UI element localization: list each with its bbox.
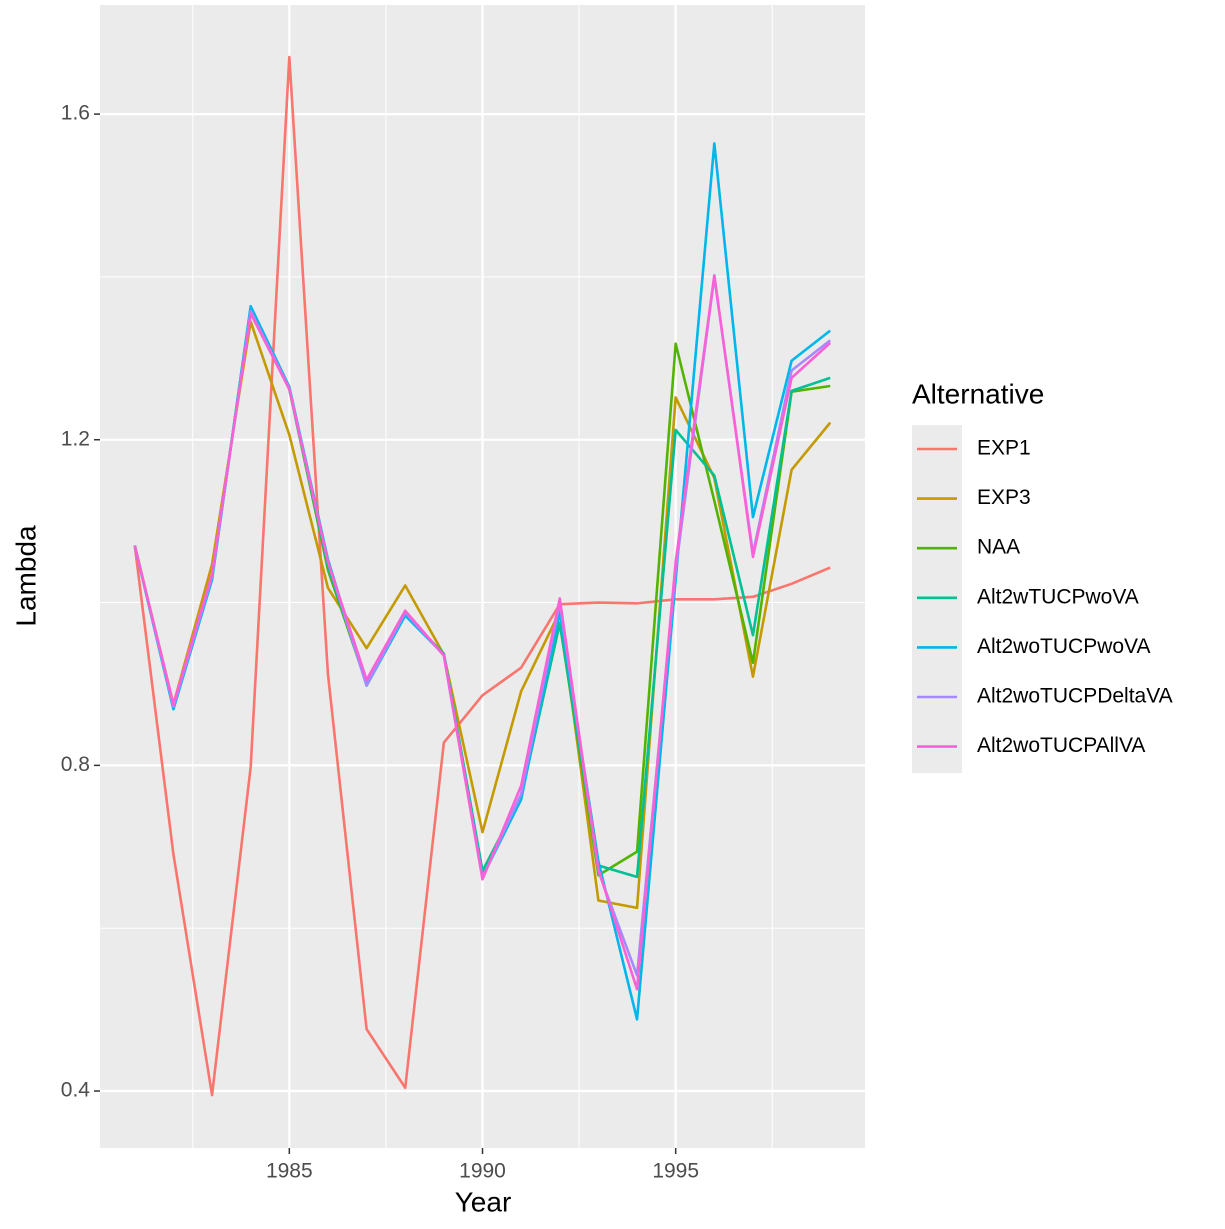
y-tick-label: 1.2 <box>61 427 90 450</box>
legend-title: Alternative <box>912 378 1044 409</box>
y-tick-label: 1.6 <box>61 102 90 125</box>
y-tick-label: 0.8 <box>61 753 90 776</box>
x-axis-title: Year <box>455 1186 512 1217</box>
x-tick-label: 1985 <box>266 1160 313 1183</box>
legend-label: Alt2woTUCPAllVA <box>977 734 1145 757</box>
x-tick-label: 1995 <box>652 1160 699 1183</box>
y-tick-label: 0.4 <box>61 1079 91 1102</box>
legend-label: Alt2wTUCPwoVA <box>977 585 1139 608</box>
legend-label: Alt2woTUCPwoVA <box>977 635 1151 658</box>
legend-label: EXP1 <box>977 437 1031 460</box>
series-line <box>133 273 832 991</box>
y-axis-title: Lambda <box>10 525 41 627</box>
legend-label: NAA <box>977 536 1020 559</box>
series-line <box>133 55 831 1097</box>
x-tick-label: 1990 <box>459 1160 506 1183</box>
legend-label: EXP3 <box>977 486 1031 509</box>
legend-label: Alt2woTUCPDeltaVA <box>977 685 1173 708</box>
